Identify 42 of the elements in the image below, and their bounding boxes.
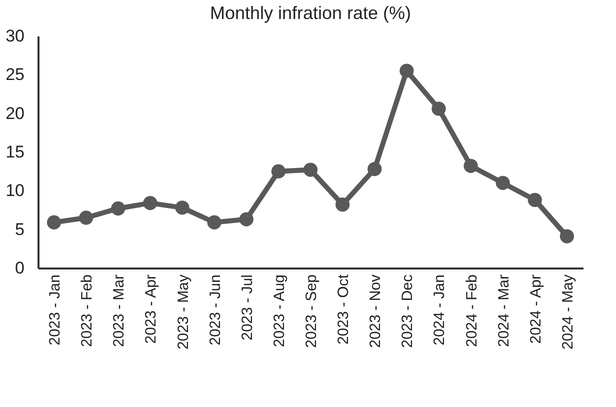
- point: [46, 215, 62, 230]
- point: [175, 200, 190, 215]
- y-tick-label: 0: [15, 258, 24, 278]
- point: [400, 64, 414, 78]
- x-tick-label: 2023 - Sep: [303, 274, 320, 348]
- y-tick-label: 5: [15, 220, 24, 239]
- chart-title: Monthly infration rate (%): [210, 3, 412, 23]
- y-tick-label: 25: [6, 65, 24, 84]
- x-tick-label: 2023 - Aug: [270, 274, 288, 348]
- point: [111, 201, 126, 216]
- point: [528, 192, 542, 208]
- x-tick-label: 2024 - Mar: [495, 274, 512, 348]
- point: [496, 176, 510, 190]
- x-tick-label: 2023 - Jun: [206, 274, 224, 346]
- x-tick-label: 2024 - May: [559, 274, 576, 350]
- y-tick-label: 10: [6, 181, 24, 200]
- point: [271, 164, 286, 178]
- y-tick-label: 30: [6, 26, 24, 46]
- x-tick-label: 2023 - Nov: [367, 274, 384, 348]
- x-tick-label: 2023 - Oct: [335, 274, 352, 345]
- point: [207, 215, 222, 230]
- x-tick-label: 2023 - Apr: [142, 274, 160, 344]
- point: [303, 162, 318, 177]
- x-tick-label: 2023 - Dec: [399, 274, 416, 348]
- x-tick-label: 2024 - Apr: [527, 274, 544, 344]
- y-tick-label: 20: [6, 104, 24, 123]
- point: [368, 162, 382, 176]
- point: [560, 229, 574, 244]
- point: [239, 212, 254, 226]
- point: [143, 196, 158, 210]
- x-tick-label: 2024 - Jan: [431, 274, 448, 346]
- y-tick-label: 15: [6, 142, 24, 162]
- point: [335, 198, 350, 212]
- x-tick-label: 2023 - Jan: [46, 274, 64, 346]
- point: [464, 158, 478, 173]
- x-tick-label: 2023 - Feb: [78, 274, 96, 348]
- x-tick-label: 2023 - Jul: [238, 274, 256, 340]
- point: [79, 210, 94, 225]
- x-tick-label: 2023 - May: [174, 274, 192, 350]
- point: [432, 102, 446, 116]
- x-tick-label: 2023 - Mar: [110, 274, 128, 348]
- x-tick-label: 2024 - Feb: [463, 274, 480, 348]
